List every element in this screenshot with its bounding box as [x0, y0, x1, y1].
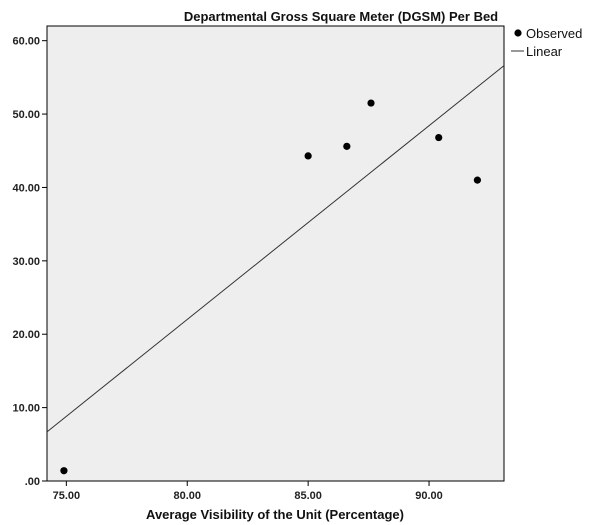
y-tick-label: 20.00: [12, 329, 40, 341]
legend-observed-label: Observed: [526, 26, 582, 41]
legend-observed-marker: [514, 29, 522, 37]
legend: Observed Linear: [511, 26, 582, 59]
observed-point: [473, 176, 482, 184]
y-axis-ticks: .00 10.00 20.00 30.00 40.00 50.00 60.00: [12, 36, 47, 488]
observed-point: [367, 99, 375, 107]
plot-area: [46, 25, 505, 482]
chart-title: Departmental Gross Square Meter (DGSM) P…: [184, 9, 498, 24]
x-tick-label: 80.00: [173, 490, 201, 502]
legend-linear-label: Linear: [526, 44, 563, 59]
x-axis-ticks: 75.00 80.00 85.00 90.00: [53, 481, 443, 502]
y-tick-label: .00: [25, 476, 40, 488]
observed-point: [304, 152, 312, 160]
y-tick-label: 50.00: [12, 109, 40, 121]
y-tick-label: 10.00: [12, 403, 40, 415]
x-tick-label: 90.00: [415, 490, 443, 502]
y-tick-label: 40.00: [12, 182, 40, 194]
y-tick-label: 60.00: [12, 36, 40, 48]
x-tick-label: 85.00: [294, 490, 322, 502]
linear-fit-layer: [46, 65, 505, 433]
x-tick-label: 75.00: [53, 490, 81, 502]
x-axis-title: Average Visibility of the Unit (Percenta…: [146, 507, 404, 522]
y-tick-label: 30.00: [12, 256, 40, 268]
observed-point: [435, 133, 443, 142]
observed-point: [343, 142, 351, 150]
linear-fit-line: [46, 65, 505, 433]
observed-point: [60, 467, 68, 475]
observed-points-layer: [60, 99, 482, 475]
